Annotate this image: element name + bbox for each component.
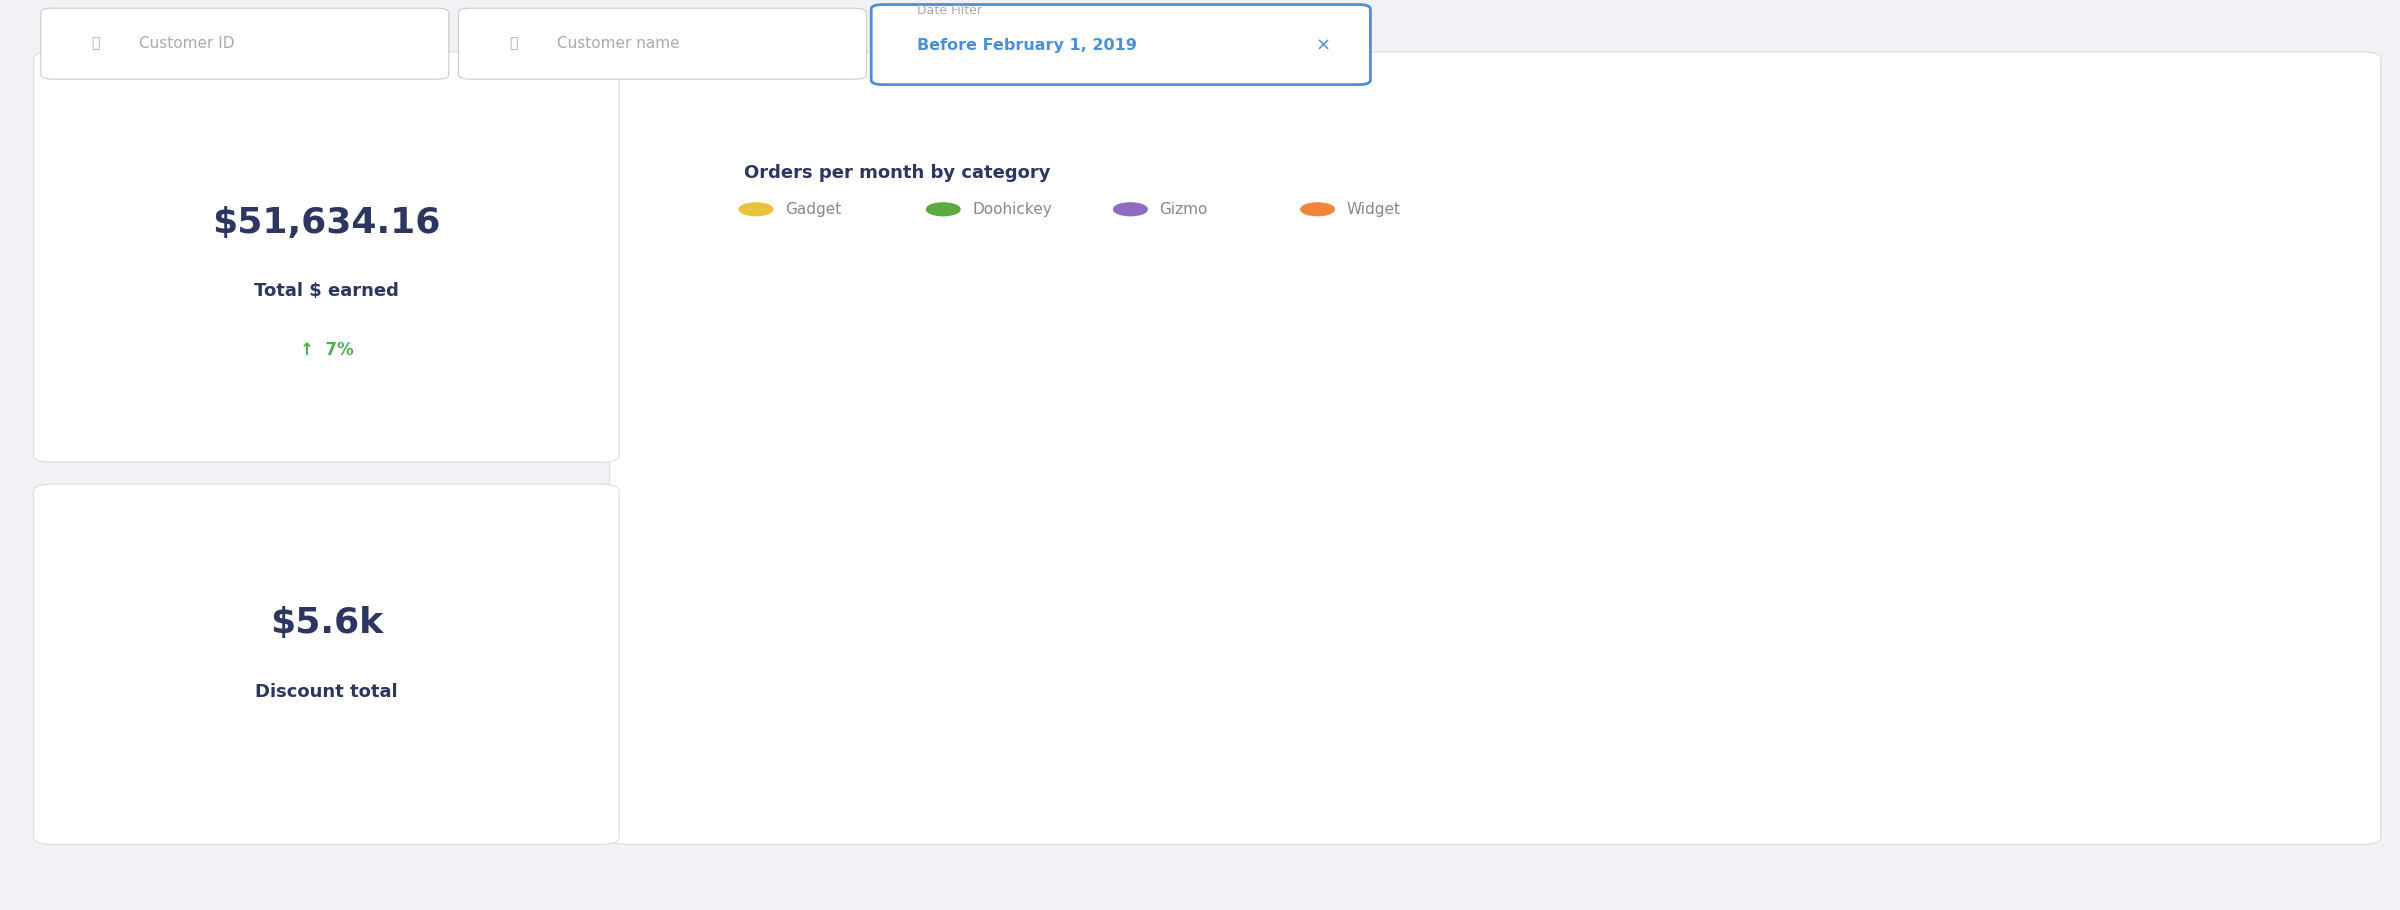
Text: ×: × <box>1315 36 1330 55</box>
Text: Customer ID: Customer ID <box>139 36 235 51</box>
Text: Widget: Widget <box>1346 202 1402 217</box>
Text: Orders per month by category: Orders per month by category <box>744 164 1051 182</box>
Text: Date Filter: Date Filter <box>917 5 982 17</box>
Text: 🏷: 🏷 <box>509 36 516 51</box>
Text: Total $ earned: Total $ earned <box>254 282 398 300</box>
Text: Discount total: Discount total <box>254 682 398 701</box>
Text: Before February 1, 2019: Before February 1, 2019 <box>917 38 1138 53</box>
Text: $51,634.16: $51,634.16 <box>211 206 442 240</box>
X-axis label: Created At: Created At <box>1476 812 1584 830</box>
Text: 🏷: 🏷 <box>91 36 98 51</box>
Text: Gadget: Gadget <box>785 202 840 217</box>
Text: Gizmo: Gizmo <box>1159 202 1207 217</box>
Text: $5.6k: $5.6k <box>269 606 384 641</box>
Y-axis label: Count: Count <box>684 480 701 530</box>
Text: ↑  7%: ↑ 7% <box>300 341 353 359</box>
Text: Customer name: Customer name <box>557 36 679 51</box>
Text: Doohickey: Doohickey <box>972 202 1051 217</box>
